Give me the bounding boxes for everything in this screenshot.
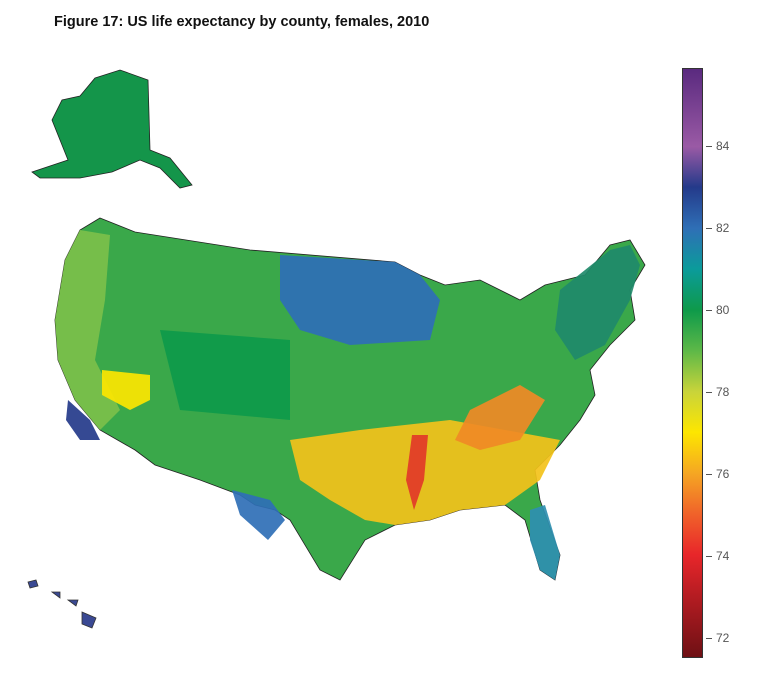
region-southern-california bbox=[66, 400, 100, 440]
region-northern-plains bbox=[280, 255, 440, 345]
colorbar-tick bbox=[706, 227, 712, 229]
colorbar-tick bbox=[706, 145, 712, 147]
region-florida bbox=[530, 505, 560, 580]
colorbar-tick-label: 78 bbox=[716, 384, 730, 399]
colorbar-tick-label: 80 bbox=[716, 302, 730, 317]
colorbar-tick-label: 72 bbox=[716, 630, 730, 645]
figure-title: Figure 17: US life expectancy by county,… bbox=[54, 14, 430, 30]
region-colorado-utah bbox=[160, 330, 290, 420]
colorbar bbox=[682, 68, 703, 658]
region-texas-west bbox=[232, 490, 285, 540]
region-mississippi-delta bbox=[406, 435, 428, 510]
us-county-map bbox=[27, 69, 646, 629]
colorbar-tick bbox=[706, 637, 712, 639]
colorbar-tick bbox=[706, 391, 712, 393]
colorbar-tick bbox=[706, 473, 712, 475]
region-northeast bbox=[555, 245, 640, 360]
colorbar-tick-label: 74 bbox=[716, 548, 730, 563]
region-alaska bbox=[31, 69, 193, 189]
colorbar-tick-label: 84 bbox=[716, 138, 730, 153]
region-nevada bbox=[102, 370, 150, 410]
colorbar-tick bbox=[706, 309, 712, 311]
region-appalachia bbox=[455, 385, 545, 450]
colorbar-tick bbox=[706, 555, 712, 557]
region-hawaii bbox=[27, 579, 97, 629]
colorbar-tick-label: 76 bbox=[716, 466, 730, 481]
colorbar-tick-label: 82 bbox=[716, 220, 730, 235]
